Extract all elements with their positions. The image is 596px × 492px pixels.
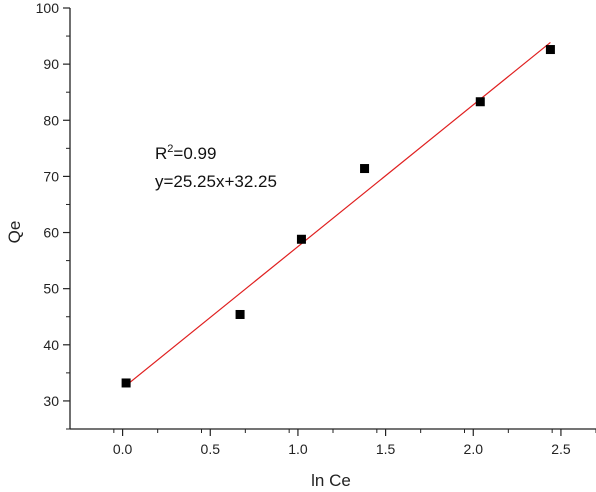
r-squared-value: =0.99 — [173, 144, 216, 163]
r-squared-annotation: R2=0.99 — [155, 143, 216, 163]
fit-line-group — [125, 41, 551, 386]
y-axis-ticks: 30 40 50 60 70 80 90 100 — [36, 0, 70, 430]
fit-line — [125, 41, 551, 386]
x-tick-label: 0.5 — [201, 441, 221, 457]
data-point — [235, 309, 245, 319]
data-point — [121, 378, 131, 388]
x-tick-label: 1.5 — [376, 441, 396, 457]
y-tick-label: 90 — [43, 56, 59, 72]
y-axis-label: Qe — [5, 221, 24, 244]
x-axis-label: ln Ce — [311, 471, 351, 490]
data-points — [121, 45, 555, 388]
equation-annotation: y=25.25x+32.25 — [155, 172, 277, 191]
x-tick-label: 1.0 — [288, 441, 308, 457]
y-tick-label: 40 — [43, 337, 59, 353]
data-point — [475, 97, 485, 107]
r-squared-prefix: R — [155, 144, 167, 163]
x-tick-label: 0.0 — [113, 441, 133, 457]
y-tick-label: 100 — [36, 0, 60, 16]
data-point — [545, 45, 555, 55]
data-point — [296, 234, 306, 244]
y-tick-label: 50 — [43, 281, 59, 297]
y-tick-label: 80 — [43, 112, 59, 128]
x-axis-ticks: 0.0 0.5 1.0 1.5 2.0 2.5 — [113, 429, 596, 457]
data-point — [360, 164, 370, 174]
x-tick-label: 2.5 — [551, 441, 571, 457]
y-tick-label: 70 — [43, 168, 59, 184]
x-tick-label: 2.0 — [464, 441, 484, 457]
r-squared-superscript: 2 — [167, 143, 173, 155]
y-tick-label: 30 — [43, 393, 59, 409]
y-tick-label: 60 — [43, 225, 59, 241]
